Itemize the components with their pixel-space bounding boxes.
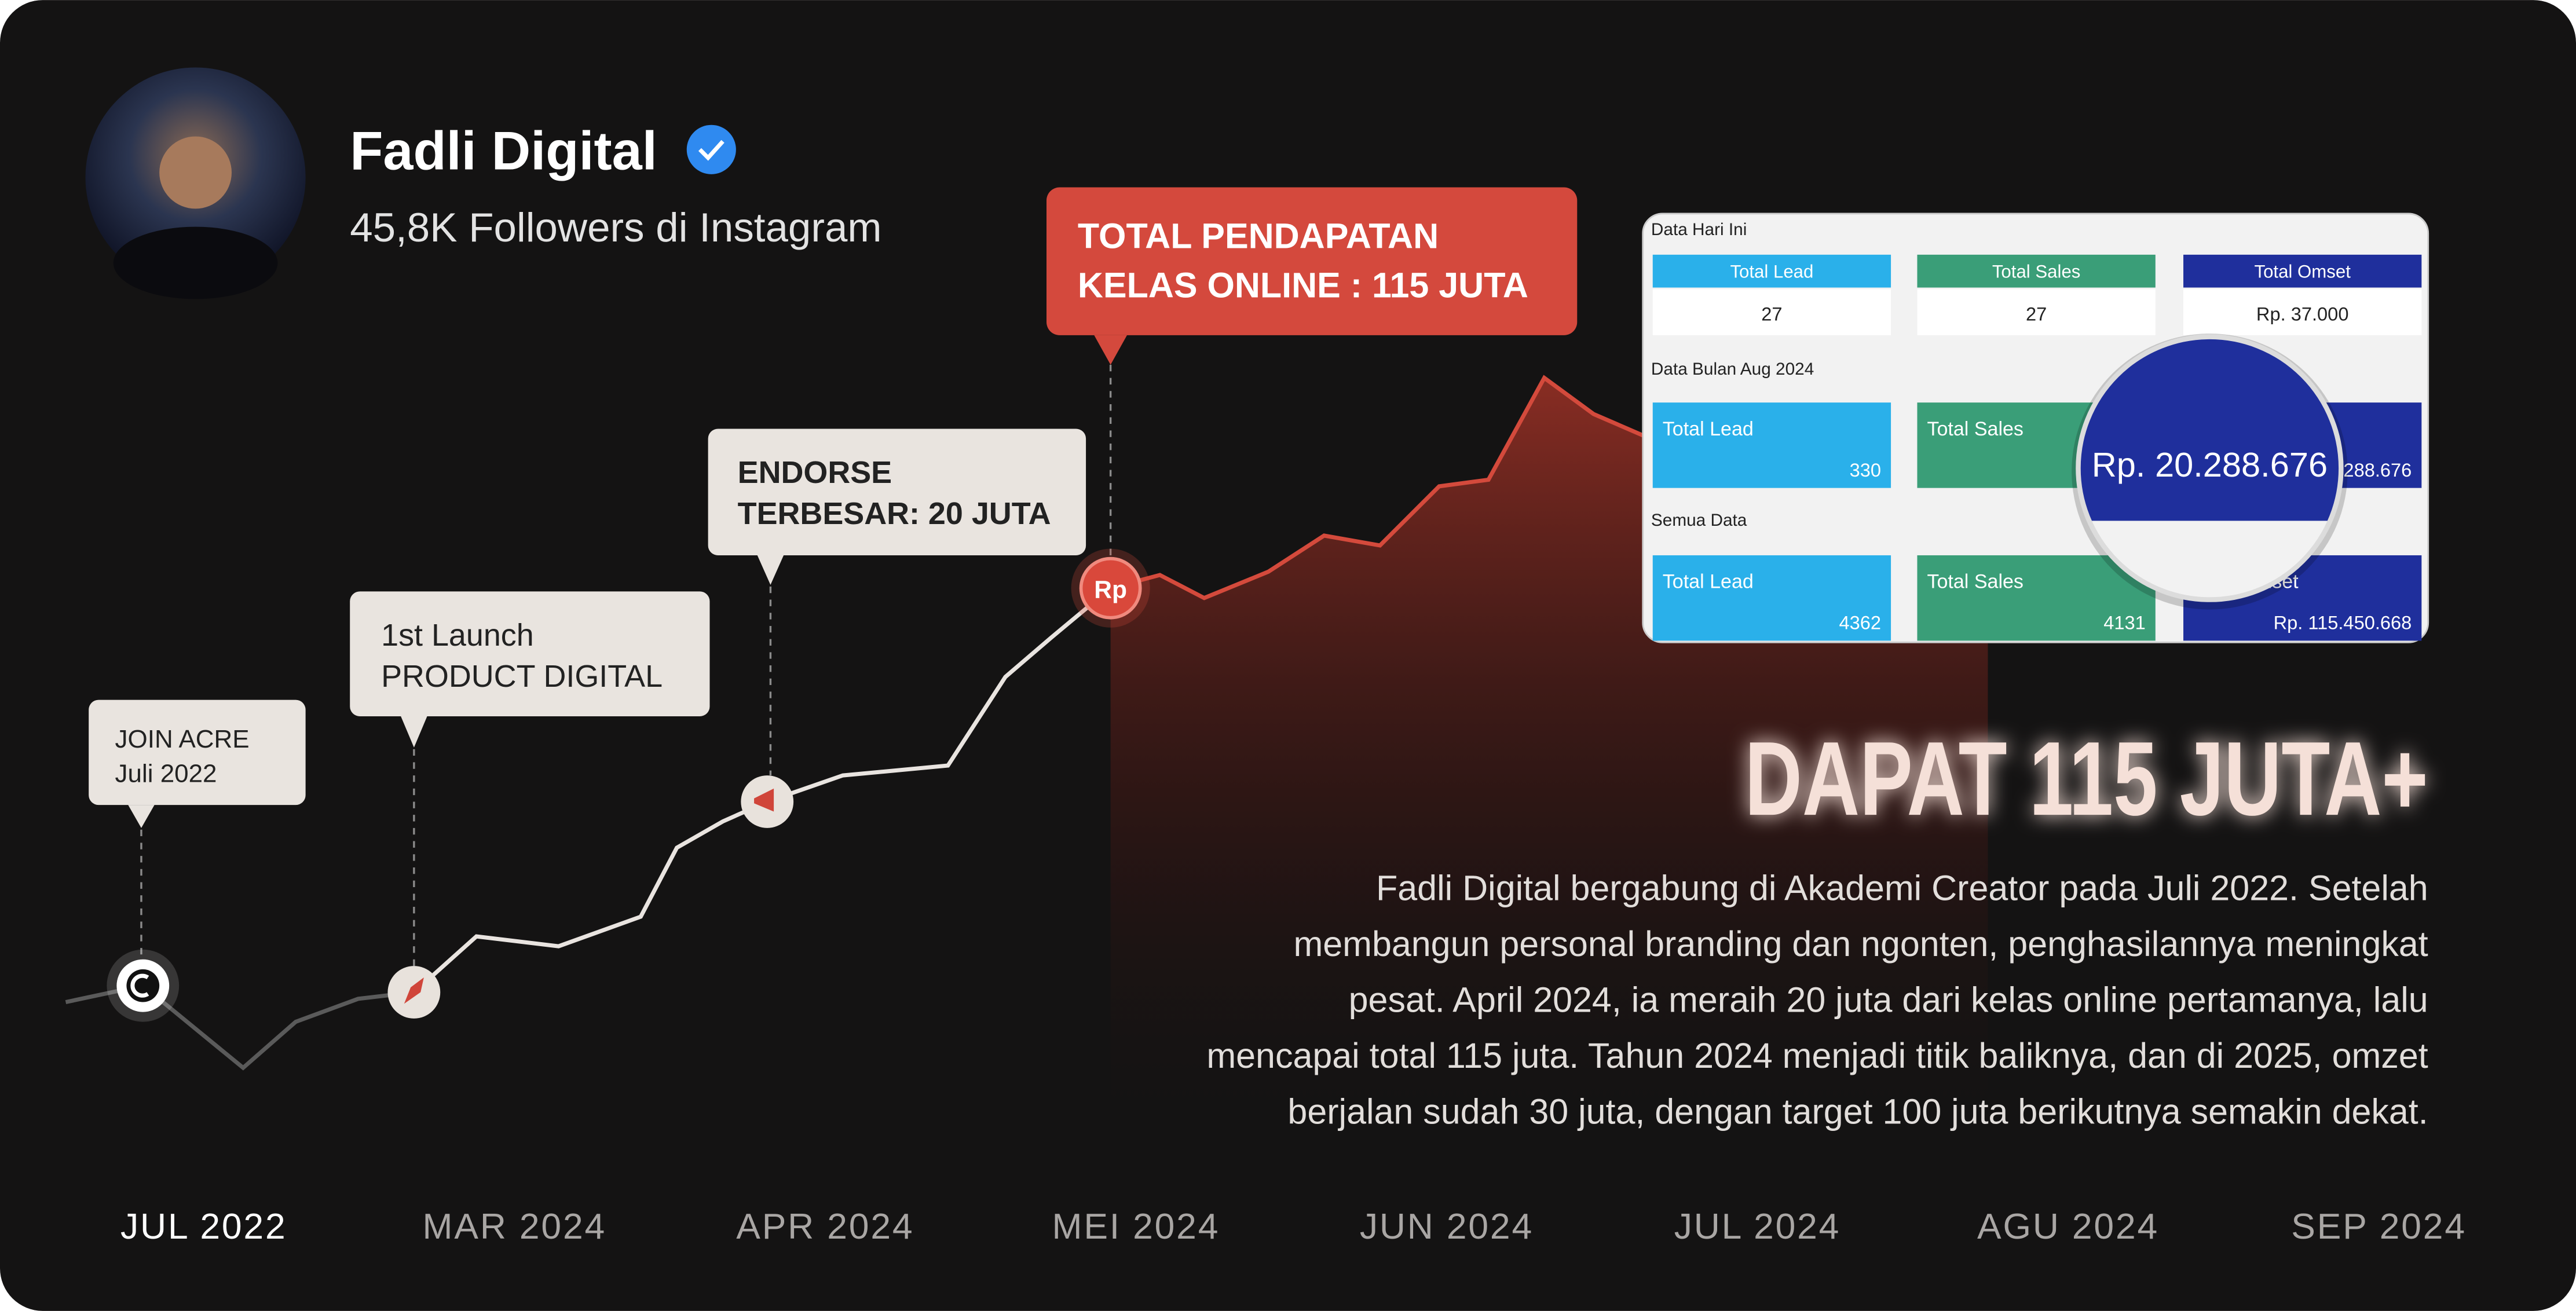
description-line: mencapai total 115 juta. Tahun 2024 menj… [1206, 1036, 2428, 1075]
lens-rim [2076, 334, 2344, 602]
card-value: 4362 [1839, 612, 1882, 633]
description-line: berjalan sudah 30 juta, dengan target 10… [1287, 1092, 2428, 1131]
card-label: Total Sales [1992, 262, 2081, 282]
description-line: pesat. April 2024, ia meraih 20 juta dar… [1349, 980, 2428, 1020]
bubble-text: JOIN ACRE [115, 725, 250, 753]
bubble-text: Juli 2022 [115, 759, 217, 788]
card-label: Total Lead [1663, 571, 1754, 593]
megaphone-icon [754, 788, 774, 812]
card-value: Rp. 37.000 [2256, 303, 2349, 324]
marker-label: Rp [1094, 576, 1127, 604]
bubble-pointer [128, 805, 155, 828]
card-label: Total Omset [2254, 262, 2351, 282]
card-header [1917, 254, 2156, 288]
marker-acre-glyph [130, 973, 149, 998]
description-line: Fadli Digital bergabung di Akademi Creat… [1376, 869, 2428, 908]
headline: DAPAT 115 JUTA+ [1745, 720, 2428, 837]
bubble-text: TERBESAR: 20 JUTA [738, 496, 1051, 531]
rocket-icon [404, 977, 424, 1004]
card-value: Rp. 115.450.668 [2274, 612, 2412, 633]
profile-name: Fadli Digital [350, 120, 657, 181]
card-value: 27 [1761, 303, 1782, 324]
card-value: 4131 [2103, 612, 2146, 633]
bubble-pointer [401, 716, 427, 748]
card-label: Total Sales [1927, 571, 2023, 593]
bubble-pointer [1094, 335, 1127, 365]
bubble: ENDORSE TERBESAR: 20 JUTA [708, 429, 1086, 585]
card-value: 27 [2026, 303, 2047, 324]
bubble-box [350, 591, 710, 716]
bubble-highlight: TOTAL PENDAPATAN KELAS ONLINE : 115 JUTA [1046, 187, 1578, 365]
card [1652, 555, 1891, 641]
bubble-text: ENDORSE [738, 455, 892, 490]
timeline-label: MAR 2024 [423, 1207, 606, 1247]
card-label: Total Sales [1927, 418, 2023, 440]
bubble-box [708, 429, 1086, 555]
profile-followers: 45,8K Followers di Instagram [350, 205, 881, 251]
line-late [1110, 375, 1644, 600]
timeline-label: SEP 2024 [2291, 1207, 2467, 1247]
section-title: Semua Data [1651, 511, 1747, 530]
description: Fadli Digital bergabung di Akademi Creat… [1206, 869, 2428, 1131]
avatar-face [159, 136, 232, 209]
timeline-label: JUN 2024 [1360, 1207, 1534, 1247]
card-header [2183, 254, 2422, 288]
timeline-label: AGU 2024 [1977, 1207, 2159, 1247]
description-line: membangun personal branding dan ngonten,… [1293, 924, 2428, 964]
card-body [1917, 289, 2156, 335]
avatar-shirt [113, 226, 278, 299]
connectors [140, 364, 1112, 968]
card-header [1652, 254, 1891, 288]
section-title: Data Bulan Aug 2024 [1651, 360, 1814, 379]
bubble: JOIN ACRE Juli 2022 [89, 700, 306, 828]
bubble-box [1046, 187, 1578, 335]
lens-value: Rp. 20.288.676 [2092, 445, 2328, 484]
timeline-label: MEI 2024 [1052, 1207, 1220, 1247]
bubble-pointer [757, 555, 784, 585]
bubble-text: 1st Launch [381, 618, 534, 653]
card-label: Total Lead [1730, 262, 1813, 282]
card-body [2183, 289, 2422, 335]
timeline: JUL 2022 MAR 2024 APR 2024 MEI 2024 JUN 2024… [120, 1207, 2467, 1247]
bubble: 1st Launch PRODUCT DIGITAL [350, 591, 710, 748]
verified-check [698, 140, 724, 161]
section-title: Data Hari Ini [1651, 220, 1747, 239]
card [1917, 555, 2156, 641]
timeline-label: JUL 2022 [120, 1207, 287, 1247]
card [1652, 402, 1891, 488]
bubble-text: TOTAL PENDAPATAN [1078, 216, 1439, 255]
timeline-label: JUL 2024 [1674, 1207, 1840, 1247]
verified-badge [686, 124, 736, 174]
bubble-box [89, 700, 306, 805]
card-value: 330 [1850, 459, 1881, 481]
marker-income [1079, 556, 1142, 620]
card-label: Total Lead [1663, 418, 1754, 440]
timeline-label: APR 2024 [736, 1207, 914, 1247]
dashboard: Data Hari Ini Total Lead 27 Total Sales 27 To… [1642, 213, 2429, 643]
card-body [1652, 289, 1891, 335]
bubble-text: PRODUCT DIGITAL [381, 659, 663, 694]
bubble-text: KELAS ONLINE : 115 JUTA [1078, 266, 1528, 305]
